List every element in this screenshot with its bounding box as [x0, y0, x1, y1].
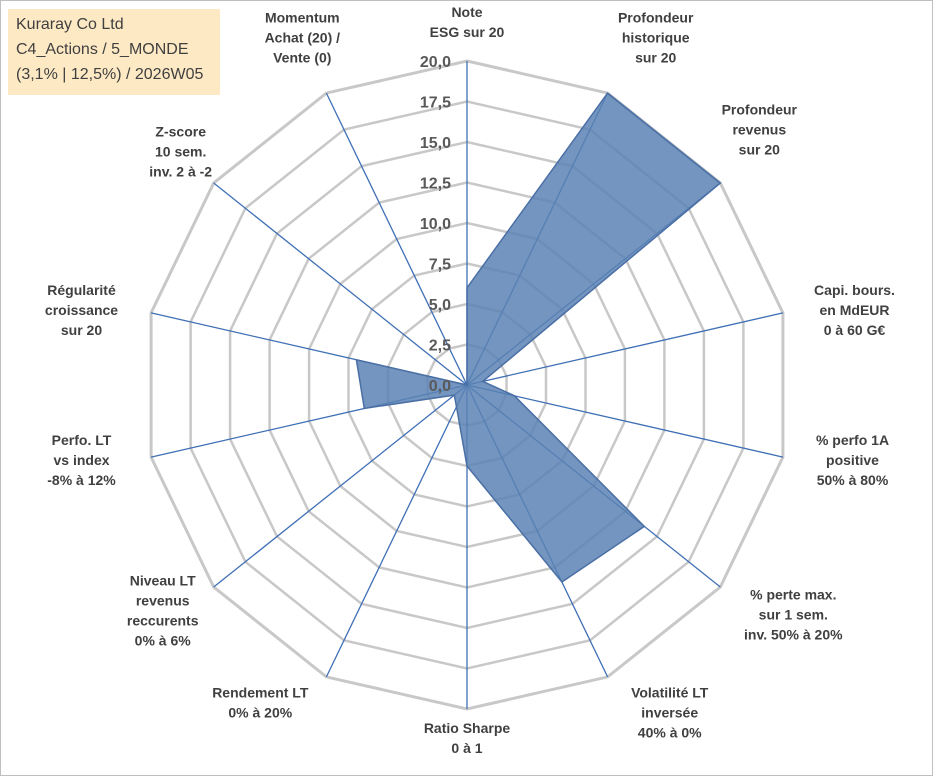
axis-label-line: croissance: [45, 302, 118, 318]
company-name: Kuraray Co Ltd: [16, 16, 124, 33]
axis-label-line: en MdEUR: [820, 302, 890, 318]
axis-label-line: Volatilité LT: [631, 685, 709, 701]
axis-label-line: ESG sur 20: [430, 24, 505, 40]
portfolio-category: C4_Actions / 5_MONDE: [16, 41, 189, 58]
axis-label-line: % perte max.: [750, 587, 836, 603]
axis-label: Capi. bours. en MdEUR 0 à 60 G€: [814, 282, 895, 338]
axis-label-line: Profondeur: [618, 10, 694, 26]
axis-label-line: -8% à 12%: [47, 472, 116, 488]
axis-label-line: 0 à 60 G€: [824, 322, 886, 338]
axis-label-line: Momentum: [265, 10, 340, 26]
axis-label-line: 0 à 1: [451, 740, 482, 756]
axis-label-line: historique: [622, 30, 690, 46]
axis-label-line: Vente (0): [273, 50, 331, 66]
axis-label-line: sur 1 sem.: [759, 607, 828, 623]
axis-label-line: sur 20: [61, 322, 102, 338]
tick-label: 7,5: [429, 257, 451, 274]
axis-label-line: Régularité: [47, 282, 116, 298]
axis-label-line: positive: [826, 452, 879, 468]
tick-label: 5,0: [429, 297, 451, 314]
axis-spoke: [213, 384, 468, 588]
axis-label: % perfo 1A positive 50% à 80%: [816, 432, 889, 488]
axis-label: Profondeur historique sur 20: [618, 10, 694, 66]
axis-label-line: Ratio Sharpe: [424, 720, 511, 736]
axis-spoke: [213, 182, 468, 386]
axis-label-line: 0% à 6%: [135, 633, 192, 649]
axis-label: Rendement LT 0% à 20%: [212, 685, 309, 721]
radial-tick-labels: 0,0 2,5 5,0 7,5 10,0 12,5 15,0 17,5 20,0: [420, 54, 451, 395]
axis-label-line: revenus: [136, 593, 190, 609]
axis-label-line: Niveau LT: [130, 573, 196, 589]
axis-label-line: Rendement LT: [212, 685, 309, 701]
tick-label: 20,0: [420, 54, 451, 71]
axis-labels: Note ESG sur 20 Profondeur historique sur 20…: [45, 4, 895, 756]
axis-label-line: 10 sem.: [155, 143, 206, 159]
axis-label: % perte max. sur 1 sem. inv. 50% à 20%: [744, 587, 843, 643]
axis-spoke: [325, 384, 468, 678]
axis-spoke: [466, 312, 784, 386]
axis-label-line: Achat (20) /: [265, 30, 341, 46]
tick-label: 0,0: [429, 378, 451, 395]
info-box: Kuraray Co Ltd C4_Actions / 5_MONDE (3,1…: [8, 9, 220, 95]
axis-label-line: % perfo 1A: [816, 432, 889, 448]
axis-spoke: [466, 384, 784, 458]
series-area: [355, 92, 722, 584]
axis-label-line: Note: [451, 4, 482, 20]
axis-label: Ratio Sharpe 0 à 1: [424, 720, 511, 756]
axis-label: Z-score 10 sem. inv. 2 à -2: [149, 123, 212, 179]
axis-label-line: inv. 50% à 20%: [744, 627, 843, 643]
radar-series: [355, 92, 722, 584]
axis-label-line: sur 20: [635, 50, 676, 66]
axis-label: Perfo. LT vs index -8% à 12%: [47, 432, 116, 488]
axis-label-line: Capi. bours.: [814, 282, 895, 298]
axis-label-line: inversée: [641, 705, 698, 721]
axis-label: Niveau LT revenus reccurents 0% à 6%: [127, 573, 199, 649]
axis-label-line: 50% à 80%: [817, 472, 889, 488]
axis-label-line: revenus: [732, 121, 786, 137]
axis-label-line: 40% à 0%: [638, 725, 702, 741]
axis-label-line: Z-score: [155, 123, 206, 139]
axis-label-line: 0% à 20%: [228, 705, 292, 721]
tick-label: 10,0: [420, 216, 451, 233]
tick-label: 17,5: [420, 95, 451, 112]
tick-label: 2,5: [429, 338, 451, 355]
axis-label-line: Perfo. LT: [52, 432, 112, 448]
axis-label: Volatilité LT inversée 40% à 0%: [631, 685, 709, 741]
tick-label: 15,0: [420, 135, 451, 152]
axis-label-line: inv. 2 à -2: [149, 163, 212, 179]
axis-label: Note ESG sur 20: [430, 4, 505, 40]
axis-label: Profondeur revenus sur 20: [722, 101, 798, 157]
axis-label: Momentum Achat (20) / Vente (0): [265, 10, 341, 66]
axis-label-line: sur 20: [739, 141, 780, 157]
tick-label: 12,5: [420, 176, 451, 193]
axis-spoke: [325, 92, 468, 386]
axis-label-line: vs index: [53, 452, 109, 468]
axis-label-line: Profondeur: [722, 101, 798, 117]
axis-label: Régularité croissance sur 20: [45, 282, 118, 338]
axis-label-line: reccurents: [127, 613, 199, 629]
weights-and-week: (3,1% | 12,5%) / 2026W05: [16, 66, 204, 83]
